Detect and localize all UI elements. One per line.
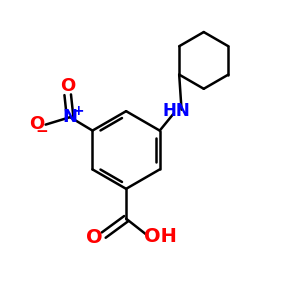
Text: N: N (63, 108, 78, 126)
Text: HN: HN (162, 102, 190, 120)
Text: O: O (29, 115, 44, 133)
Text: O: O (85, 228, 102, 247)
Text: −: − (35, 124, 48, 139)
Text: O: O (60, 77, 75, 95)
Text: OH: OH (144, 227, 177, 246)
Text: +: + (73, 103, 84, 118)
